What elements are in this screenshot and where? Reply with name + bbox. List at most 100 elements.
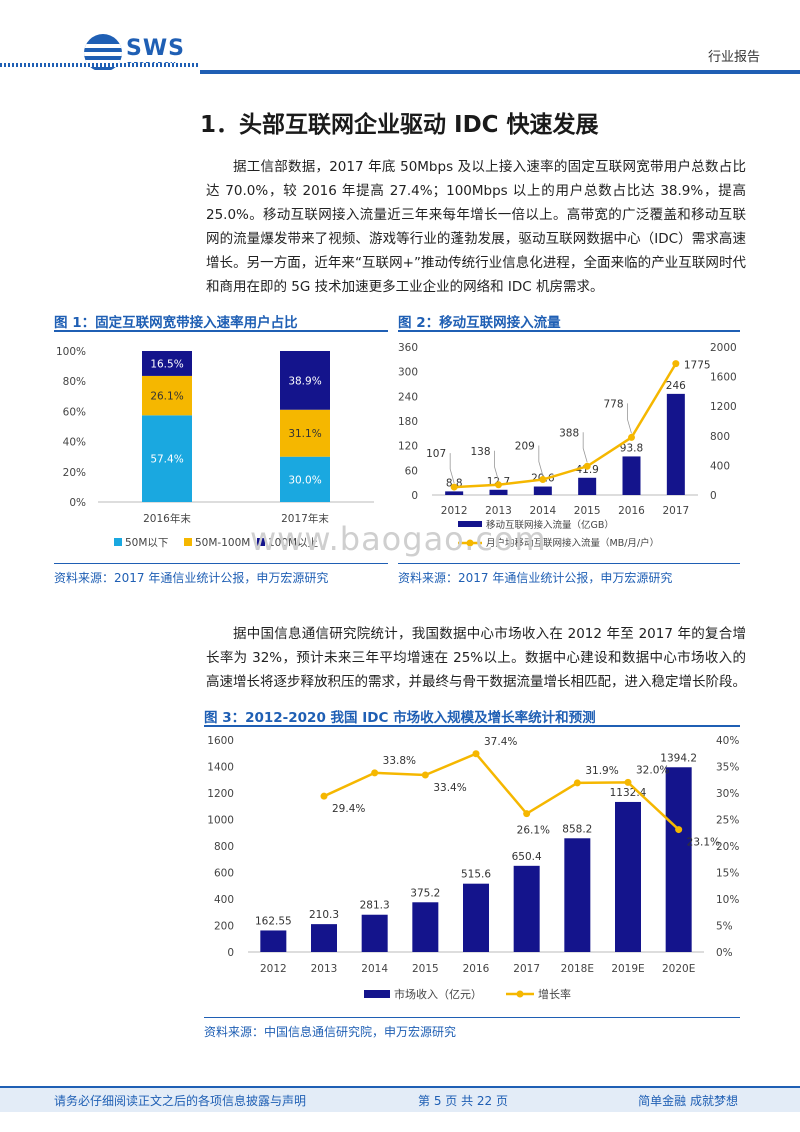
f1-data-label: 30.0%	[288, 474, 321, 486]
f3-y-right-tick-label: 10%	[716, 894, 739, 906]
f1-y-tick-label: 100%	[56, 346, 86, 358]
f2-line-point	[539, 476, 547, 484]
f2-x-tick-label: 2012	[441, 505, 468, 517]
f3-line-series	[323, 752, 680, 831]
f2-line-label: 388	[559, 427, 579, 439]
f1-bar-segment	[142, 375, 192, 416]
figure-2-chart: 0 60 120 180 240 300 360 0 400 800 1200 1600 2000 201…	[398, 342, 737, 549]
f3-line-label: 32.0%	[636, 764, 669, 776]
footer-page-number: 第 5 页 共 22 页	[418, 1094, 508, 1108]
figure-1-bottom-rule	[54, 563, 388, 564]
f3-bar	[665, 767, 692, 952]
f1-y-tick-label: 0%	[69, 497, 86, 509]
f1-bar-segment	[142, 415, 192, 502]
f2-line-label-leader	[582, 432, 588, 463]
f3-bar-label: 650.4	[512, 851, 542, 863]
f3-y-right-tick-label: 40%	[716, 735, 739, 747]
f2-line-label-leader	[494, 450, 499, 481]
f3-line-point	[675, 826, 683, 834]
f2-x-tick-label: 2016	[618, 505, 645, 517]
f1-legend-swatch	[257, 538, 265, 546]
f2-y-left-tick-label: 60	[405, 465, 418, 477]
f2-line-label: 107	[426, 448, 446, 460]
f2-y-left-tick-label: 180	[398, 416, 418, 428]
f3-legend-swatch-bar	[364, 990, 390, 998]
f2-bar	[622, 456, 641, 495]
f2-x-tick-label: 2013	[485, 505, 512, 517]
f2-line-point	[450, 483, 458, 491]
f1-bar-segment	[280, 351, 330, 410]
f2-bar-label: 93.8	[620, 442, 643, 454]
figure-3-chart: 0 200 400 600 800 1000 1200 1400 1600 0% 5% 10% 15% 2…	[207, 735, 739, 1001]
f1-bar-segment	[280, 409, 330, 457]
f3-y-left-tick-label: 400	[214, 894, 234, 906]
f3-y-right-tick-label: 0%	[716, 947, 733, 959]
f3-line-point	[624, 778, 632, 786]
f1-x-tick-label: 2017年末	[281, 512, 329, 525]
header-rule-gap	[0, 70, 200, 74]
f3-line-label: 33.8%	[383, 755, 416, 767]
f1-legend-label: 100M以上	[268, 537, 318, 549]
f2-legend-label-bar: 移动互联网接入流量（亿GB）	[486, 519, 614, 531]
footer-disclaimer: 请务必仔细阅读正文之后的各项信息披露与声明	[54, 1094, 307, 1108]
f2-legend-label-line: 月户均移动互联网接入流量（MB/月/户）	[486, 537, 659, 549]
watermark: www.baogao.com	[250, 520, 547, 558]
f2-line-label: 778	[603, 398, 623, 410]
f2-y-left-tick-label: 300	[398, 367, 418, 379]
f2-y-right-tick-label: 0	[710, 490, 717, 502]
f3-x-tick-label: 2014	[361, 963, 388, 975]
f2-line-point	[583, 462, 591, 470]
figure-3-bottom-rule	[204, 1017, 740, 1018]
f3-x-tick-label: 2019E	[611, 963, 644, 975]
f2-legend-swatch-bar	[458, 521, 482, 527]
section-title: 1．头部互联网企业驱动 IDC 快速发展	[200, 112, 599, 138]
f2-x-tick-label: 2014	[529, 505, 556, 517]
f1-data-label: 16.5%	[150, 358, 183, 370]
f3-line-point	[421, 771, 429, 779]
f1-y-tick-label: 20%	[63, 467, 86, 479]
f3-y-left-tick-label: 1000	[207, 815, 234, 827]
f1-y-tick-label: 40%	[63, 437, 86, 449]
f2-bar	[533, 486, 552, 495]
f3-x-tick-label: 2020E	[662, 963, 695, 975]
f3-line-point	[371, 769, 379, 777]
f3-y-right-tick-label: 30%	[716, 788, 739, 800]
f3-y-left-tick-label: 800	[214, 841, 234, 853]
f2-bar	[445, 491, 464, 495]
f3-x-tick-label: 2013	[311, 963, 338, 975]
f3-bar	[463, 883, 489, 952]
f3-bar-label: 1394.2	[660, 752, 697, 764]
footer-rule	[0, 1086, 800, 1088]
f1-legend-swatch	[184, 538, 192, 546]
f2-x-tick-label: 2017	[662, 505, 689, 517]
f3-line-point	[320, 792, 328, 800]
f2-y-right-tick-label: 800	[710, 431, 730, 443]
f1-y-tick-label: 80%	[63, 376, 86, 388]
f3-bar-label: 375.2	[410, 887, 440, 899]
header-ribbon	[0, 63, 200, 67]
figure-1-title: 图 1：固定互联网宽带接入速率用户占比	[54, 315, 298, 331]
footer-slogan: 简单金融 成就梦想	[638, 1094, 738, 1108]
f3-line-label: 31.9%	[585, 765, 618, 777]
f1-legend-swatch	[114, 538, 122, 546]
f3-line-label: 37.4%	[484, 736, 517, 748]
f1-y-tick-label: 60%	[63, 406, 86, 418]
f3-line-label: 26.1%	[517, 825, 550, 837]
f2-y-right-tick-label: 1600	[710, 372, 737, 384]
f2-line-label-leader	[538, 445, 544, 476]
f3-y-left-tick-label: 0	[227, 947, 234, 959]
f2-y-left-tick-label: 0	[411, 490, 418, 502]
f3-y-left-tick-label: 200	[214, 921, 234, 933]
figure-1-chart: 0% 20% 40% 60% 80% 100% 2016年末 2017年末 57.4% 26.1…	[56, 346, 374, 549]
report-type: 行业报告	[707, 50, 760, 65]
figure-3-title: 图 3：2012-2020 我国 IDC 市场收入规模及增长率统计和预测	[204, 710, 596, 726]
f3-y-left-tick-label: 1200	[207, 788, 234, 800]
f2-y-left-tick-label: 240	[398, 391, 418, 403]
f3-y-left-tick-label: 1400	[207, 762, 234, 774]
f2-bar	[578, 477, 597, 495]
f3-bar	[260, 930, 287, 952]
paragraph-1: 据工信部数据，2017 年底 50Mbps 及以上接入速率的固定互联网宽带用户总…	[206, 155, 746, 299]
f3-y-right-tick-label: 25%	[716, 815, 739, 827]
f2-y-right-tick-label: 1200	[710, 401, 737, 413]
figure-1-rule	[54, 330, 388, 332]
